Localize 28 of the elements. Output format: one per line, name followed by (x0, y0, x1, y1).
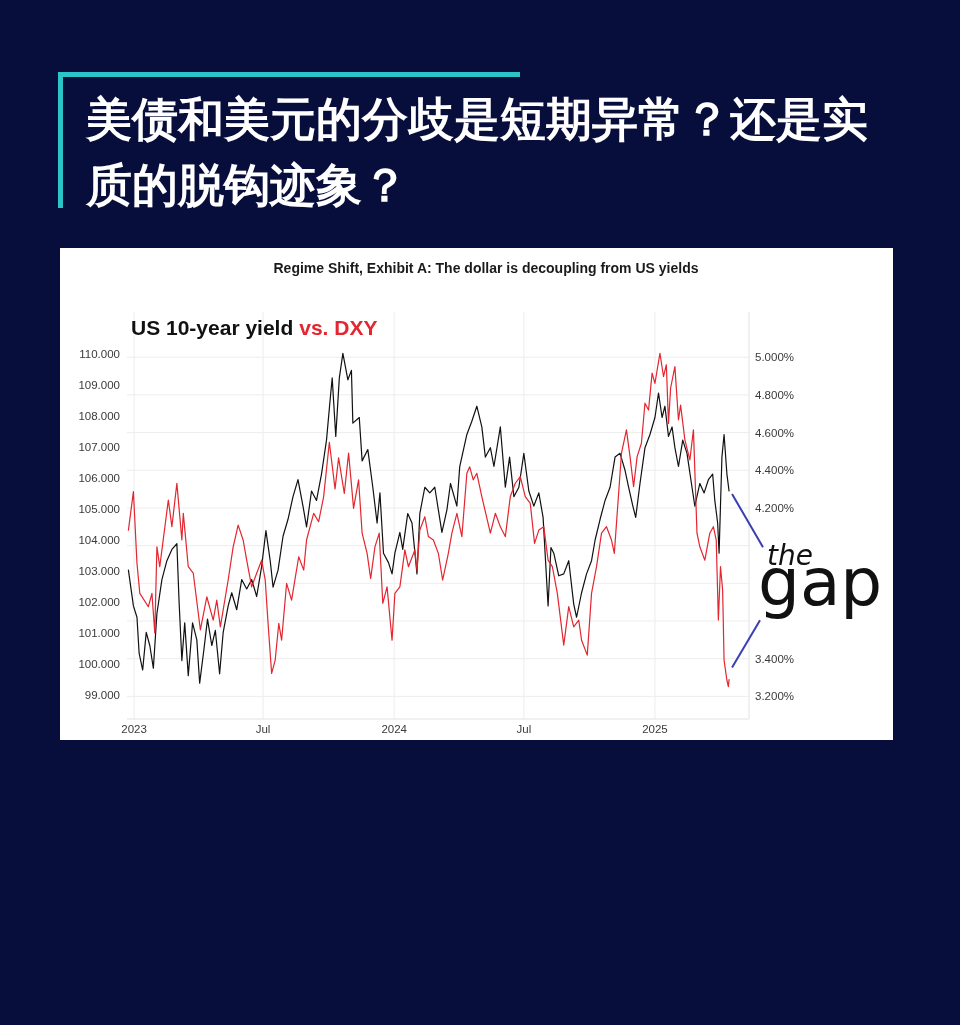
y-tick-label: 109.000 (78, 378, 120, 391)
y2-tick-label: 5.000% (755, 351, 795, 364)
y-tick-label: 107.000 (78, 440, 120, 453)
y-tick-label: 101.000 (78, 627, 120, 640)
y-tick-label: 103.000 (78, 565, 120, 578)
y2-tick-label: 4.600% (755, 426, 795, 439)
text: US 10-year yield (131, 316, 294, 339)
chart-subtitle: Regime Shift, Exhibit A: The dollar is decoupling from US yields (273, 260, 699, 276)
y-tick-label: 105.000 (78, 502, 120, 515)
x-tick-label: 2025 (642, 723, 668, 735)
y2-tick-label: 3.400% (755, 652, 795, 665)
y-tick-label: 108.000 (78, 409, 120, 422)
text: vs. DXY (299, 316, 378, 339)
y-tick-label: 106.000 (78, 471, 120, 484)
x-tick-label: Jul (516, 723, 532, 735)
y-tick-label: 102.000 (78, 596, 120, 609)
x-tick-label: 2023 (121, 723, 147, 735)
chart-title: 美债和美元的分歧是短期异常？还是实质的脱钩迹象？ (86, 91, 869, 214)
x-tick-label: Jul (255, 723, 271, 735)
y2-tick-label: 4.400% (755, 464, 795, 477)
y2-tick-label: 4.200% (755, 501, 795, 514)
y-tick-label: 104.000 (78, 534, 120, 547)
y-tick-label: 110.000 (79, 347, 120, 360)
x-tick-label: 2024 (381, 723, 408, 735)
y-tick-label: 100.000 (78, 658, 120, 671)
y-tick-label: 99.000 (84, 689, 120, 702)
y2-tick-label: 4.800% (755, 388, 795, 401)
y2-tick-label: 3.200% (755, 690, 795, 703)
